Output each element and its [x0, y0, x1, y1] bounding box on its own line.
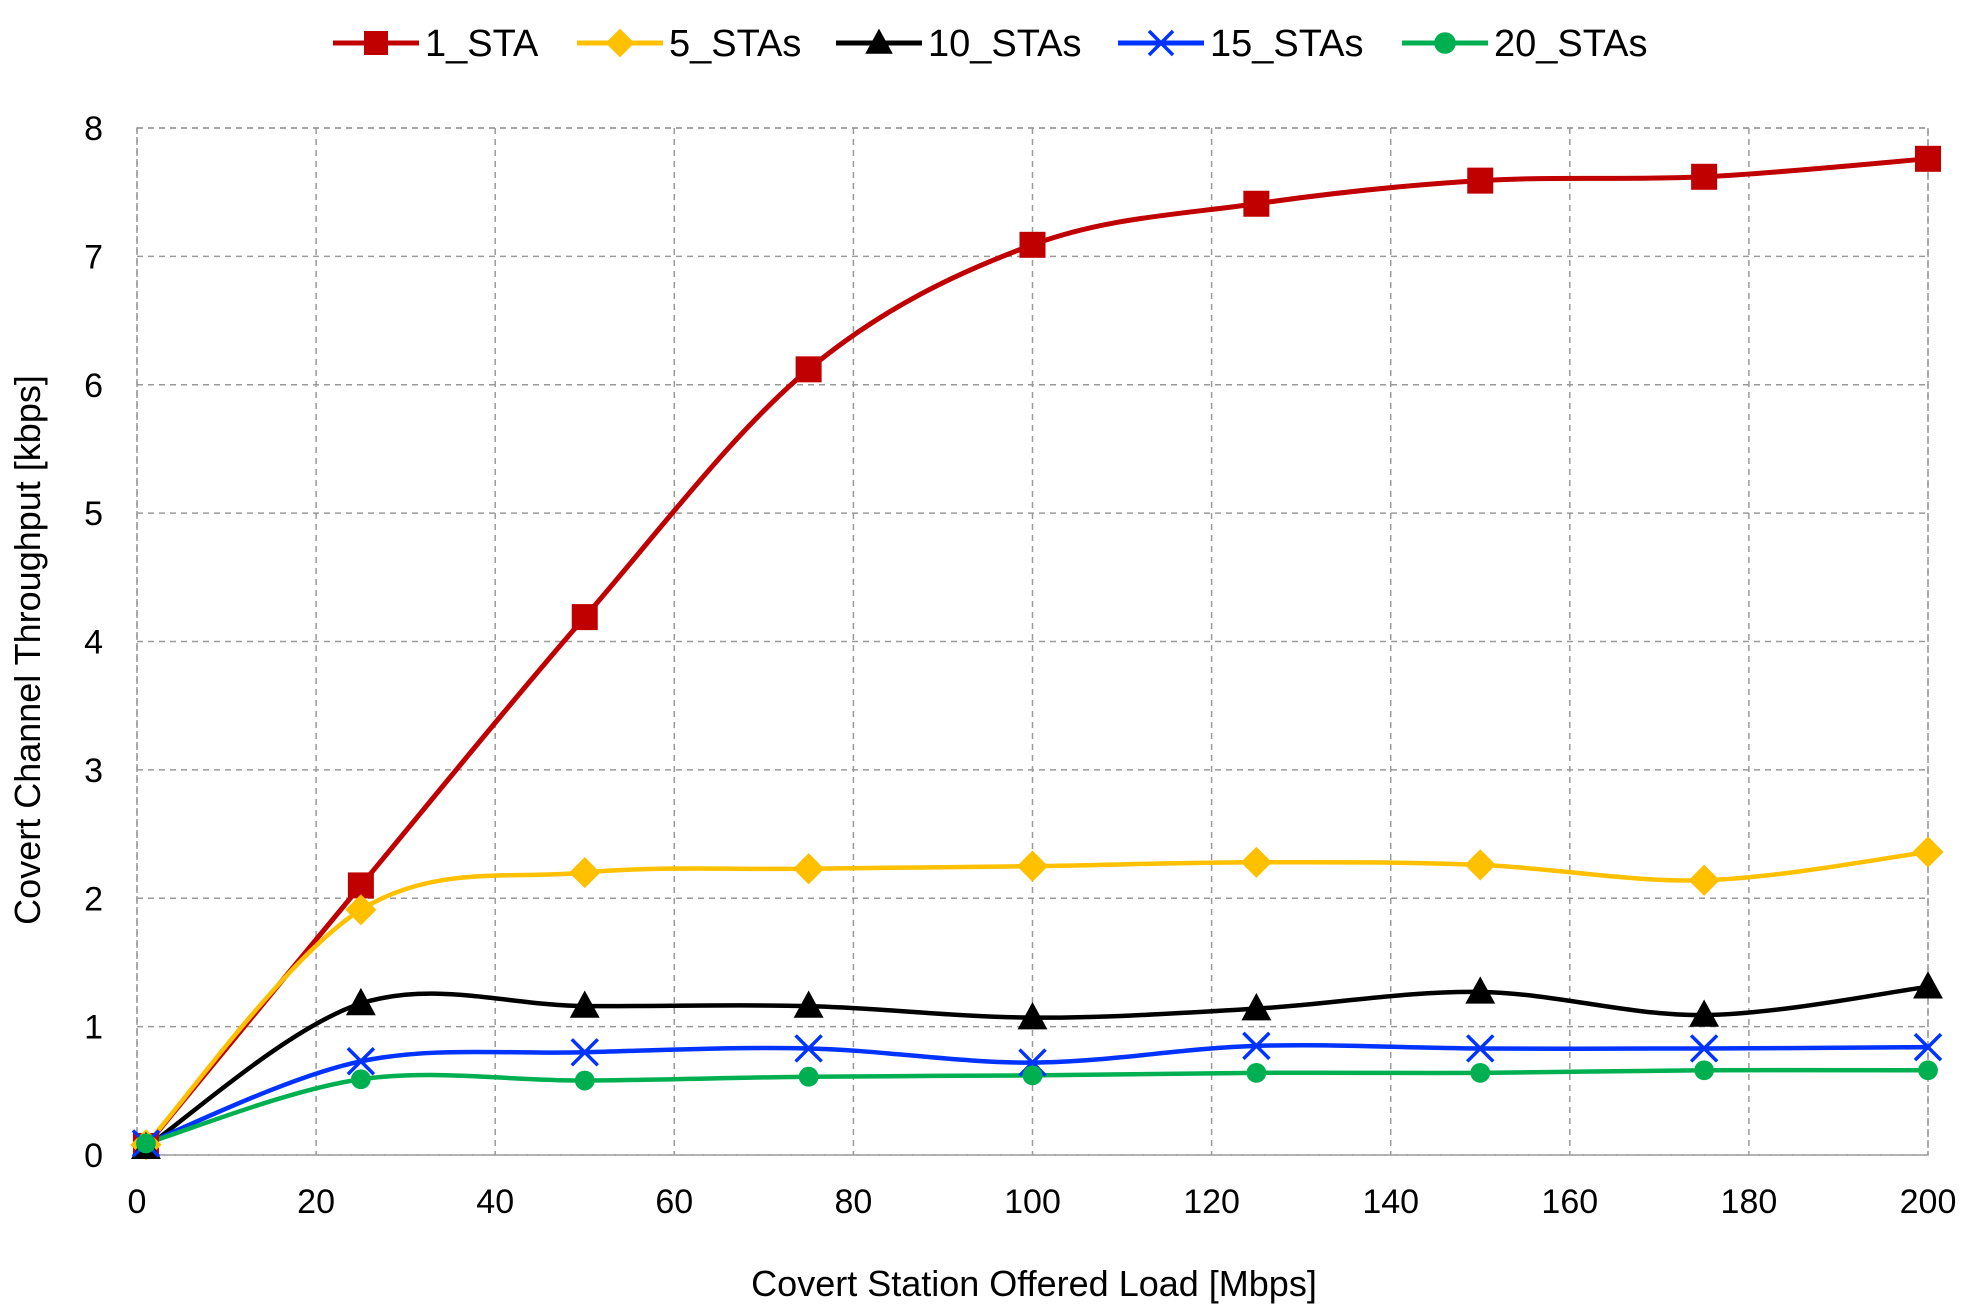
data-point-10_STAs: [1017, 1002, 1048, 1030]
x-tick-label: 160: [1541, 1183, 1598, 1221]
y-tick-label: 7: [84, 238, 103, 276]
legend: 1_STA 5_STAs 10_STAs 15_STAs 20_STAs: [333, 23, 1647, 65]
data-point-20_STAs: [798, 1066, 819, 1087]
data-point-15_STAs: [346, 1047, 376, 1076]
legend-marker: [364, 31, 388, 55]
data-point-20_STAs: [1470, 1062, 1491, 1083]
data-point-10_STAs: [1913, 971, 1943, 999]
data-point-5_STAs: [569, 856, 601, 889]
y-axis-title: Covert Channel Throughput [kbps]: [7, 375, 48, 925]
series-line-1_STA: [143, 156, 1931, 1149]
x-tick-label: 20: [297, 1183, 335, 1221]
data-point-5_STAs: [1912, 836, 1944, 868]
legend-marker: [1147, 29, 1175, 57]
series-markers: [130, 145, 1944, 1161]
legend-entry: 20_STAs: [1402, 23, 1647, 65]
x-tick-label: 100: [1004, 1183, 1061, 1221]
x-tick-label: 80: [834, 1183, 872, 1221]
data-point-1_STA: [1691, 163, 1718, 190]
data-point-15_STAs: [1242, 1031, 1271, 1061]
data-point-20_STAs: [1694, 1060, 1715, 1081]
x-tick-label: 140: [1362, 1183, 1419, 1221]
y-tick-label: 2: [84, 880, 103, 918]
legend-entry: 10_STAs: [836, 23, 1081, 65]
y-tick-label: 0: [84, 1137, 103, 1175]
data-point-10_STAs: [569, 990, 600, 1018]
x-tick-label: 120: [1183, 1183, 1240, 1221]
plot-frame: [136, 127, 1929, 1156]
x-tick-label: 40: [476, 1183, 514, 1221]
data-point-5_STAs: [793, 853, 825, 885]
data-point-10_STAs: [345, 987, 376, 1016]
x-axis-title: Covert Station Offered Load [Mbps]: [751, 1263, 1317, 1304]
y-tick-label: 8: [84, 110, 103, 148]
data-point-1_STA: [1019, 231, 1046, 258]
legend-marker: [865, 28, 893, 54]
data-point-20_STAs: [1918, 1060, 1938, 1081]
x-tick-label: 200: [1900, 1183, 1957, 1221]
y-tick-label: 1: [84, 1009, 103, 1047]
y-tick-label: 6: [84, 367, 103, 405]
data-point-1_STA: [795, 356, 822, 383]
series-lines: [143, 156, 1931, 1150]
data-point-20_STAs: [136, 1133, 156, 1154]
legend-marker: [1434, 32, 1456, 54]
data-point-15_STAs: [1689, 1034, 1719, 1063]
data-point-20_STAs: [1246, 1062, 1267, 1083]
data-point-10_STAs: [1241, 993, 1272, 1021]
legend-label: 15_STAs: [1210, 23, 1363, 65]
x-tick-label: 0: [128, 1183, 147, 1221]
data-point-15_STAs: [1913, 1032, 1943, 1062]
data-point-15_STAs: [1466, 1034, 1495, 1063]
data-point-15_STAs: [570, 1038, 599, 1067]
legend-entry: 1_STA: [333, 23, 539, 65]
data-point-1_STA: [1243, 190, 1270, 217]
data-point-1_STA: [1915, 145, 1941, 172]
data-point-5_STAs: [1016, 850, 1049, 882]
series-line-5_STAs: [143, 849, 1931, 1147]
legend-label: 1_STA: [425, 23, 539, 65]
data-point-10_STAs: [793, 990, 824, 1018]
data-point-5_STAs: [345, 894, 377, 926]
data-point-5_STAs: [1240, 846, 1272, 878]
legend-label: 20_STAs: [1494, 23, 1647, 65]
legend-entry: 5_STAs: [577, 23, 801, 65]
data-point-5_STAs: [1688, 864, 1720, 896]
legend-label: 10_STAs: [928, 23, 1081, 65]
y-tick-label: 5: [84, 495, 103, 533]
y-tick-label: 3: [84, 752, 103, 790]
legend-marker: [605, 28, 635, 58]
data-point-5_STAs: [1464, 849, 1496, 881]
legend-label: 5_STAs: [669, 23, 801, 65]
legend-entry: 15_STAs: [1118, 23, 1363, 65]
data-point-10_STAs: [1465, 976, 1496, 1004]
gridlines: [136, 127, 1929, 1156]
x-tick-label: 60: [655, 1183, 693, 1221]
data-point-1_STA: [1467, 167, 1494, 194]
data-point-1_STA: [571, 604, 598, 631]
x-tick-label: 180: [1721, 1183, 1778, 1221]
data-point-1_STA: [347, 872, 374, 899]
data-point-10_STAs: [1689, 999, 1720, 1027]
data-point-20_STAs: [1022, 1065, 1043, 1086]
data-point-20_STAs: [574, 1070, 595, 1091]
data-point-20_STAs: [350, 1069, 371, 1090]
data-point-15_STAs: [794, 1034, 823, 1063]
y-tick-label: 4: [84, 624, 103, 662]
